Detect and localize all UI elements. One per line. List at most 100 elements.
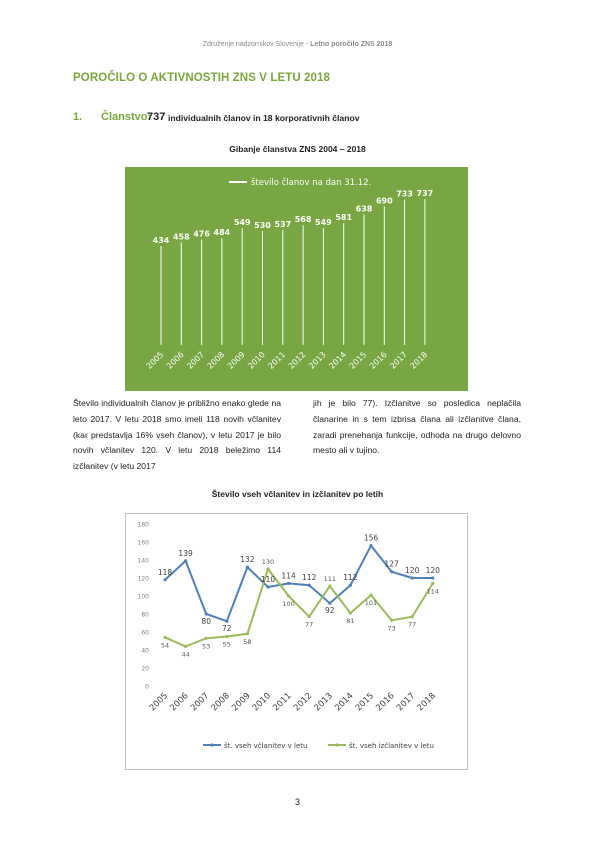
joins-line-value-label: 118 — [158, 568, 173, 577]
joins-line-point — [431, 576, 435, 580]
legend-swatch-marker — [210, 743, 214, 747]
leaves-line-value-label: 114 — [427, 587, 439, 595]
leaves-line-point — [245, 632, 249, 636]
joins-line-point — [390, 570, 394, 574]
body-paragraph-right: jih je bilo 77). Izčlanitve so posledica… — [313, 398, 521, 456]
membership-chart-title: Gibanje članstva ZNS 2004 – 2018 — [229, 144, 366, 154]
leaves-line-value-label: 100 — [282, 600, 294, 608]
leaves-line-point — [266, 567, 270, 571]
membership-value-label: 568 — [295, 215, 312, 224]
leaves-line-point — [328, 584, 332, 588]
leaves-line-point — [287, 594, 291, 598]
section-number: 1. — [73, 111, 83, 123]
membership-value-label: 484 — [214, 228, 231, 237]
leaves-line-point — [163, 635, 167, 639]
leaves-line-value-label: 55 — [223, 641, 231, 649]
membership-value-label: 737 — [417, 189, 434, 198]
membership-value-label: 434 — [153, 236, 170, 245]
joins-line-point — [410, 576, 414, 580]
page-number: 3 — [294, 797, 300, 807]
joins-line-value-label: 112 — [343, 573, 358, 582]
leaves-line — [164, 566, 434, 648]
leaves-line-value-label: 130 — [262, 558, 274, 566]
leaves-line-point — [369, 593, 373, 597]
membership-value-label: 690 — [376, 196, 393, 205]
joins-line-point — [204, 612, 208, 616]
joins-line-value-label: 120 — [426, 566, 441, 575]
leaves-line-value-label: 101 — [365, 599, 377, 607]
y-tick-label: 80 — [141, 612, 149, 619]
leaves-line-point — [204, 636, 208, 640]
membership-value-label: 733 — [396, 190, 413, 199]
membership-value-label: 530 — [254, 221, 271, 230]
joins-line-value-label: 132 — [240, 555, 255, 564]
legend-label: št. vseh včlanitev v letu — [224, 742, 307, 750]
y-tick-label: 120 — [138, 576, 150, 583]
joins-leaves-chart-title: Število vseh včlanitev in izčlanitev po … — [211, 489, 384, 499]
joins-line-value-label: 80 — [201, 617, 211, 626]
leaves-line-value-label: 77 — [305, 621, 313, 629]
y-tick-label: 100 — [138, 594, 150, 601]
leaves-line-point — [184, 644, 188, 648]
joins-line-value-label: 110 — [261, 575, 276, 584]
joins-line-point — [369, 544, 373, 548]
legend-swatch-marker — [335, 743, 339, 747]
section-label: Članstvo: — [101, 111, 152, 123]
joins-line-point — [348, 583, 352, 587]
membership-value-label: 638 — [356, 204, 373, 213]
joins-line-value-label: 139 — [178, 549, 193, 558]
joins-line-point — [328, 601, 332, 605]
membership-chart-background — [125, 167, 468, 391]
y-tick-label: 60 — [141, 630, 149, 637]
membership-value-label: 549 — [234, 218, 251, 227]
body-paragraph-left: Število individualnih članov je približn… — [73, 398, 281, 472]
membership-value-label: 549 — [315, 218, 332, 227]
joins-line-point — [307, 583, 311, 587]
joins-line-value-label: 120 — [405, 566, 420, 575]
joins-line-point — [225, 619, 229, 623]
joins-line-value-label: 92 — [325, 606, 335, 615]
leaves-line-value-label: 111 — [324, 575, 336, 583]
membership-value-label: 581 — [335, 213, 352, 222]
leaves-line-value-label: 81 — [346, 617, 354, 625]
y-tick-label: 20 — [141, 666, 149, 673]
joins-line-value-label: 72 — [222, 624, 232, 633]
membership-chart: število članov na dan 31.12. 434 458 476 48… — [125, 167, 468, 391]
membership-legend-label: število članov na dan 31.12. — [251, 177, 371, 188]
joins-line-value-label: 156 — [364, 534, 379, 543]
leaves-line-value-label: 77 — [408, 621, 416, 629]
joins-line-point — [163, 578, 167, 582]
joins-line-point — [266, 585, 270, 589]
header-report: Letno poročilo ZNS 2018 — [310, 41, 393, 48]
y-tick-label: 140 — [138, 558, 150, 565]
membership-value-label: 458 — [173, 232, 190, 241]
leaves-line-point — [390, 618, 394, 622]
section-member-count: 737 — [147, 111, 166, 123]
joins-line-point — [245, 565, 249, 569]
legend-label: št. vseh izčlanitev v letu — [349, 742, 434, 750]
leaves-line-point — [431, 581, 435, 585]
leaves-line-point — [307, 615, 311, 619]
joins-line-point — [184, 559, 188, 563]
y-tick-label: 0 — [145, 684, 149, 691]
leaves-line-point — [348, 611, 352, 615]
leaves-line-value-label: 73 — [387, 624, 395, 632]
joins-line — [164, 543, 433, 623]
y-tick-label: 40 — [141, 648, 149, 655]
section-subtitle: individualnih članov in 18 korporativnih… — [168, 113, 360, 123]
leaves-line-value-label: 58 — [243, 638, 251, 646]
joins-line-value-label: 112 — [302, 573, 317, 582]
y-tick-label: 180 — [138, 522, 150, 529]
membership-value-label: 537 — [274, 220, 291, 229]
leaves-line-point — [410, 615, 414, 619]
membership-value-label: 476 — [193, 229, 210, 238]
leaves-line-point — [225, 634, 229, 639]
y-tick-label: 160 — [138, 540, 150, 547]
joins-line-value-label: 127 — [384, 560, 399, 569]
joins-line-value-label: 114 — [281, 571, 296, 580]
joins-leaves-chart-frame — [125, 513, 468, 770]
leaves-line-value-label: 44 — [181, 650, 189, 658]
leaves-line-value-label: 54 — [161, 641, 169, 649]
header-org: Združenje nadzornikov Slovenije - — [202, 41, 311, 48]
